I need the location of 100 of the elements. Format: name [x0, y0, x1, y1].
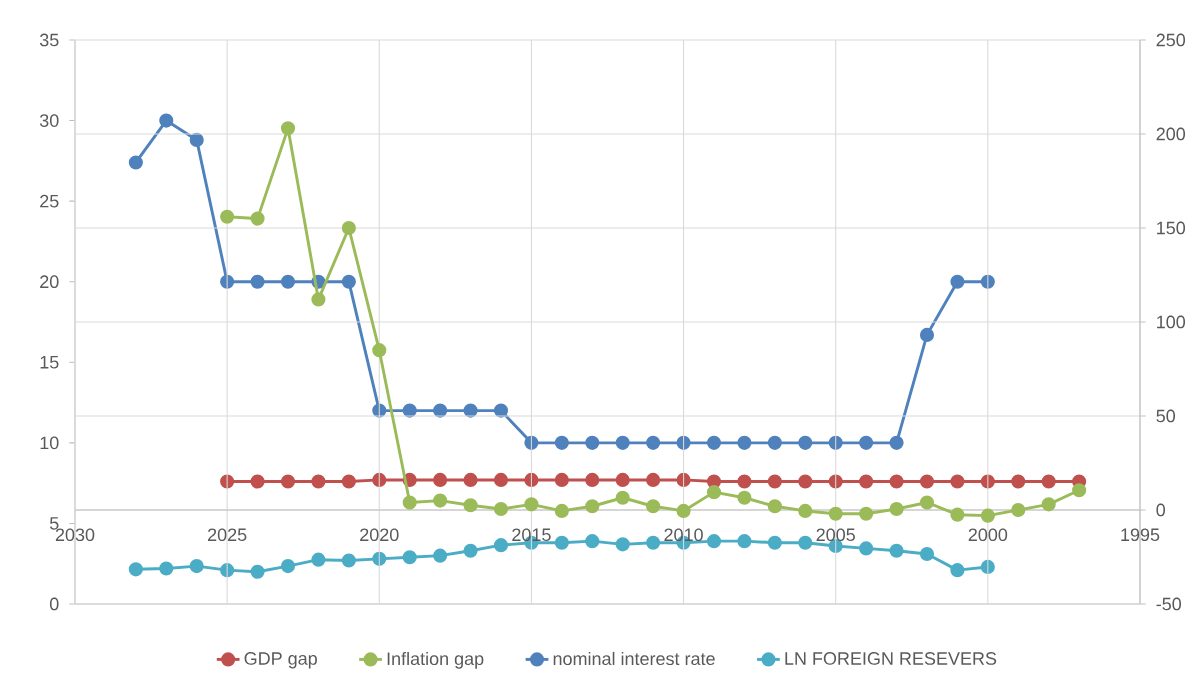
point	[1011, 474, 1026, 489]
point	[950, 563, 965, 578]
point	[159, 113, 174, 128]
y2-tick-label: 200	[1156, 127, 1186, 141]
point	[919, 495, 935, 510]
point	[919, 327, 935, 342]
point	[980, 274, 995, 289]
point	[311, 552, 326, 567]
point	[615, 435, 630, 450]
point	[980, 559, 995, 574]
point	[220, 209, 235, 224]
y-tick-label: 10	[40, 436, 59, 450]
point	[372, 472, 387, 487]
point	[950, 474, 965, 489]
point	[585, 534, 600, 549]
point	[615, 490, 630, 505]
point	[889, 501, 904, 517]
point	[798, 503, 813, 518]
point	[676, 503, 691, 518]
y2-tick-label: 250	[1156, 33, 1186, 47]
x-tick-label: 1995	[1121, 528, 1160, 542]
x-tick-label: 2030	[55, 528, 95, 542]
point	[493, 538, 509, 553]
y2-tick-label: 50	[1156, 409, 1176, 423]
point	[798, 474, 813, 489]
point	[1041, 474, 1056, 489]
point	[433, 548, 448, 563]
point	[828, 506, 843, 521]
x-tick-label: 2020	[360, 528, 399, 542]
point	[402, 495, 417, 510]
point	[433, 403, 448, 418]
point	[402, 550, 417, 565]
point	[676, 435, 691, 450]
point	[493, 472, 509, 487]
point	[1041, 497, 1056, 512]
point	[828, 474, 843, 489]
point	[980, 474, 995, 489]
point	[524, 472, 539, 487]
point	[554, 472, 569, 487]
point	[828, 435, 843, 450]
point	[341, 553, 356, 568]
point	[889, 543, 904, 558]
point	[767, 474, 782, 489]
point	[280, 274, 296, 289]
y2-tick-label: -50	[1156, 597, 1182, 611]
point	[341, 220, 356, 236]
point	[311, 474, 326, 489]
point	[250, 564, 265, 579]
legend-label: LN FOREIGN RESEVERS	[785, 652, 997, 665]
point	[646, 472, 661, 487]
point	[767, 499, 782, 514]
y2-tick-label: 100	[1157, 315, 1186, 329]
x-tick-label: 2015	[512, 528, 551, 542]
y-tick-label: 0	[49, 597, 59, 611]
point	[189, 132, 204, 147]
legend-label: GDP gap	[244, 652, 317, 669]
point	[433, 472, 448, 487]
point	[859, 474, 874, 489]
point	[646, 535, 661, 550]
point	[402, 403, 417, 418]
point	[554, 503, 569, 518]
point	[585, 472, 600, 487]
point	[767, 435, 782, 450]
point	[311, 292, 326, 307]
y2-tick-label: 150	[1157, 221, 1186, 235]
point	[463, 498, 478, 513]
point	[159, 561, 174, 576]
point	[463, 543, 478, 558]
point	[554, 435, 569, 450]
y-tick-label: 30	[39, 114, 59, 127]
point	[1011, 502, 1026, 518]
point	[737, 435, 752, 450]
point	[950, 507, 965, 522]
point	[128, 562, 143, 577]
point	[646, 499, 661, 514]
point	[919, 474, 935, 489]
point	[280, 121, 296, 136]
point	[859, 541, 874, 556]
point	[737, 534, 752, 549]
y2-tick-label: 0	[1156, 503, 1166, 517]
point	[341, 474, 356, 489]
point	[524, 497, 539, 512]
y-tick-label: 20	[40, 275, 59, 289]
point	[859, 506, 874, 521]
point	[859, 435, 874, 450]
legend-label: Inflation gap	[387, 651, 484, 669]
point	[493, 403, 509, 418]
point	[433, 493, 448, 508]
point	[524, 435, 539, 450]
point	[554, 535, 569, 550]
x-tick-label: 2005	[816, 528, 855, 542]
point	[980, 508, 995, 523]
point	[615, 537, 630, 552]
point	[1072, 483, 1087, 498]
point	[889, 474, 904, 489]
point	[493, 501, 509, 517]
point	[250, 211, 265, 226]
x-tick-label: 2025	[208, 528, 247, 542]
point	[919, 546, 935, 562]
point	[676, 472, 691, 487]
